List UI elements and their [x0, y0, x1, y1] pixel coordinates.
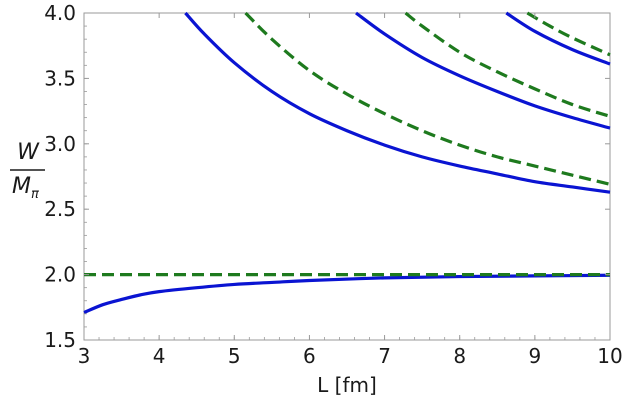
y-tick-label: 2.0 — [44, 263, 76, 287]
x-tick-label: 5 — [228, 344, 241, 368]
solid-curve-3 — [184, 11, 611, 194]
dashed-curve-4 — [244, 11, 611, 186]
solid-curve-1 — [83, 273, 611, 315]
y-ticks: 1.5 2.0 2.5 3.0 3.5 4.0 — [44, 1, 610, 352]
y-axis-label-numerator: W — [17, 140, 40, 165]
x-tick-label: 8 — [453, 344, 466, 368]
x-tick-label: 9 — [528, 344, 541, 368]
y-tick-label: 3.5 — [44, 66, 76, 90]
solid-curve-5 — [355, 11, 611, 130]
x-tick-label: 7 — [378, 344, 391, 368]
y-tick-label: 4.0 — [44, 1, 76, 25]
plot-frame — [83, 12, 611, 341]
x-tick-label: 4 — [153, 344, 166, 368]
y-tick-label: 1.5 — [44, 328, 76, 352]
x-ticks: 3 4 5 6 7 8 9 10 — [78, 13, 623, 368]
dashed-curve-8 — [526, 11, 611, 57]
y-tick-label: 2.5 — [44, 197, 76, 221]
x-axis-label: L [fm] — [317, 373, 377, 397]
y-axis-label-denominator: Mπ — [12, 174, 39, 202]
y-tick-label: 3.0 — [44, 132, 76, 156]
x-tick-label: 6 — [303, 344, 316, 368]
y-axis-label-denominator-sub: π — [31, 187, 39, 202]
dashed-curve-6 — [404, 11, 611, 118]
solid-curve-7 — [505, 11, 611, 66]
x-tick-label: 10 — [597, 344, 622, 368]
y-axis-label-denominator-main: M — [12, 174, 31, 199]
x-tick-label: 3 — [78, 344, 91, 368]
y-axis-label: W Mπ — [10, 140, 45, 202]
series-layer — [83, 11, 611, 315]
